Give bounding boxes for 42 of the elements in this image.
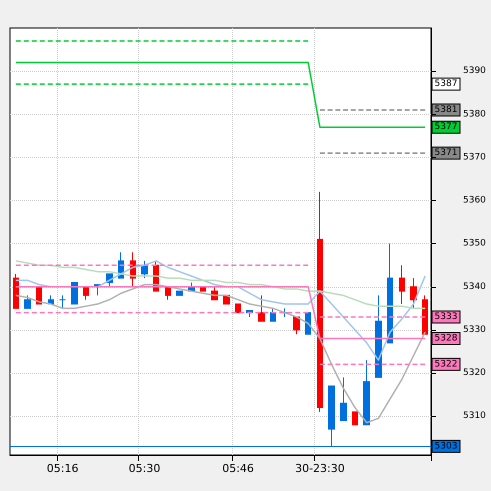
candlestick (363, 360, 370, 426)
data-label: 5371 (434, 148, 458, 158)
candlestick (13, 273, 19, 309)
y-tick-label: 5360 (463, 196, 486, 206)
candlestick (71, 282, 78, 305)
candlestick (399, 264, 405, 305)
y-tick-label: 5350 (463, 238, 486, 249)
candlestick (270, 308, 276, 322)
y-tick-label: 5340 (463, 282, 486, 292)
ref-line-label: 5303 (434, 441, 458, 452)
y-tick-label: 5320 (463, 368, 486, 378)
x-tick-label: 30-23:30 (295, 462, 345, 475)
candlestick (165, 286, 171, 300)
y-tick-label: 5310 (463, 411, 486, 422)
candlestick (258, 294, 265, 322)
candlestick (410, 278, 417, 309)
x-tick-label: 05:30 (128, 462, 160, 475)
y-tick-label: 5390 (463, 66, 486, 76)
candlestick (375, 294, 382, 378)
x-tick-label: 05:16 (46, 462, 78, 475)
y-tick-label: 5370 (463, 152, 486, 162)
x-tick-label: 05:46 (222, 462, 254, 475)
candlestick (422, 294, 428, 335)
candlestick (235, 304, 241, 314)
data-label: 5381 (434, 104, 458, 115)
y-tick-label: 5380 (463, 109, 486, 120)
data-label: 5322 (434, 359, 458, 370)
candlestick (317, 191, 323, 412)
candlestick (83, 286, 89, 300)
y-tick-label: 5330 (463, 324, 486, 335)
candlestick (352, 411, 358, 426)
candlestick (176, 290, 183, 296)
data-label: 5377 (434, 122, 458, 132)
line-series (15, 260, 426, 310)
candlestick (293, 316, 300, 335)
annotation: 5387 (434, 79, 458, 90)
candlestick (340, 376, 347, 421)
candlestick (24, 294, 31, 309)
line-series (15, 284, 426, 424)
data-label: 5333 (434, 312, 458, 322)
candlestick (59, 294, 66, 309)
data-label: 5328 (434, 334, 458, 344)
